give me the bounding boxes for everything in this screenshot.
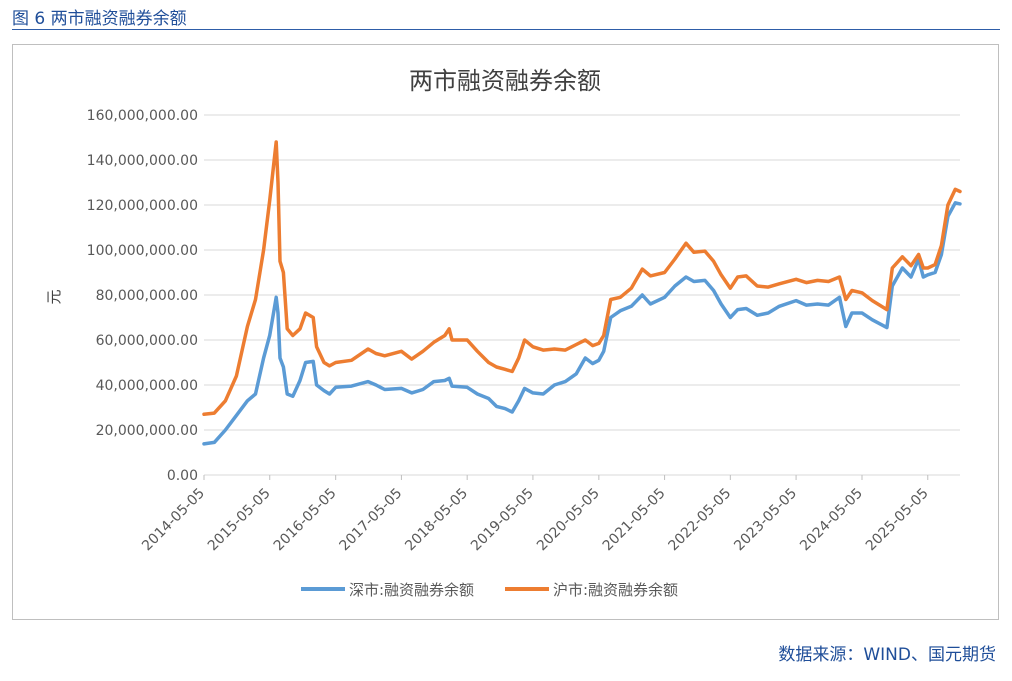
x-axis-ticks: 2014-05-052015-05-052016-05-052017-05-05… bbox=[139, 475, 932, 554]
x-tick-label: 2017-05-05 bbox=[337, 485, 406, 554]
shanghai-series-line bbox=[202, 140, 962, 417]
caption-divider bbox=[12, 29, 1000, 30]
x-tick-label: 2014-05-05 bbox=[139, 485, 208, 554]
legend-label-shenzhen: 深市:融资融券余额 bbox=[349, 581, 474, 599]
y-tick-label: 0.00 bbox=[167, 468, 198, 484]
y-tick-label: 140,000,000.00 bbox=[87, 153, 198, 169]
series-lines bbox=[202, 140, 962, 446]
x-tick-label: 2015-05-05 bbox=[205, 485, 274, 554]
source-note: 数据来源：WIND、国元期货 bbox=[778, 645, 996, 665]
y-tick-label: 120,000,000.00 bbox=[87, 198, 198, 214]
legend: 深市:融资融券余额 沪市:融资融券余额 bbox=[301, 581, 678, 599]
x-tick-label: 2025-05-05 bbox=[863, 485, 932, 554]
x-tick-label: 2019-05-05 bbox=[468, 485, 537, 554]
figure-caption: 图 6 两市融资融券余额 bbox=[12, 9, 187, 29]
x-tick-label: 2020-05-05 bbox=[534, 485, 603, 554]
y-axis-ticks: 0.00 20,000,000.00 40,000,000.00 60,000,000… bbox=[87, 108, 198, 484]
y-tick-label: 80,000,000.00 bbox=[96, 288, 198, 304]
line-chart: 两市融资融券余额 0.00 20,000,000.00 40,000,000.00 6… bbox=[45, 67, 962, 599]
x-tick-label: 2024-05-05 bbox=[797, 485, 866, 554]
y-axis-label: 元 bbox=[45, 289, 63, 304]
chart-container: 两市融资融券余额 0.00 20,000,000.00 40,000,000.00 6… bbox=[12, 44, 999, 620]
legend-label-shanghai: 沪市:融资融券余额 bbox=[553, 581, 678, 599]
x-tick-label: 2018-05-05 bbox=[402, 485, 471, 554]
y-tick-label: 160,000,000.00 bbox=[87, 108, 198, 124]
y-tick-label: 100,000,000.00 bbox=[87, 243, 198, 259]
shenzhen-series-line bbox=[202, 201, 962, 446]
y-tick-label: 40,000,000.00 bbox=[96, 378, 198, 394]
grid-lines bbox=[204, 114, 960, 476]
x-tick-label: 2021-05-05 bbox=[600, 485, 669, 554]
x-tick-label: 2022-05-05 bbox=[665, 485, 734, 554]
x-tick-label: 2023-05-05 bbox=[731, 485, 800, 554]
y-tick-label: 20,000,000.00 bbox=[96, 423, 198, 439]
x-tick-label: 2016-05-05 bbox=[271, 485, 340, 554]
chart-title: 两市融资融券余额 bbox=[409, 67, 601, 95]
y-tick-label: 60,000,000.00 bbox=[96, 333, 198, 349]
